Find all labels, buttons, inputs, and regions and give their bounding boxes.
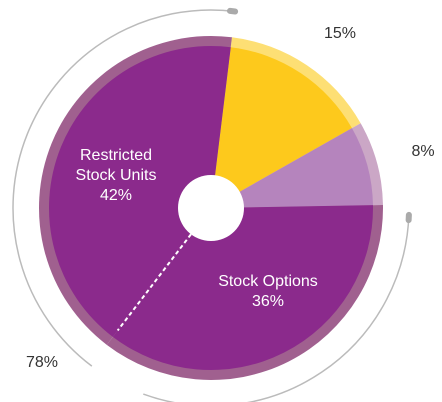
outer-arc (143, 214, 410, 402)
value-label: 42% (99, 187, 133, 204)
slice (211, 47, 352, 209)
divider (116, 233, 192, 332)
slice-label: Restricted Stock Units 42% (66, 146, 166, 206)
slice-label: 15% (310, 24, 370, 44)
donut-hole (178, 175, 244, 241)
category-label: Restricted Stock Units (75, 147, 157, 184)
annotation-text: 78% (25, 354, 59, 371)
slice (112, 205, 374, 371)
slice (48, 45, 231, 337)
value-label: 15% (323, 25, 357, 42)
slice-label: Stock Options 36% (198, 272, 338, 312)
category-label: Stock Options (218, 273, 318, 290)
outer-arc (12, 9, 236, 367)
slice-label: 8% (403, 142, 442, 162)
annotation: 78% (17, 353, 67, 373)
slice (211, 128, 373, 208)
value-label: 8% (411, 143, 435, 160)
arc-knob (226, 7, 239, 15)
value-label: 36% (251, 293, 285, 310)
